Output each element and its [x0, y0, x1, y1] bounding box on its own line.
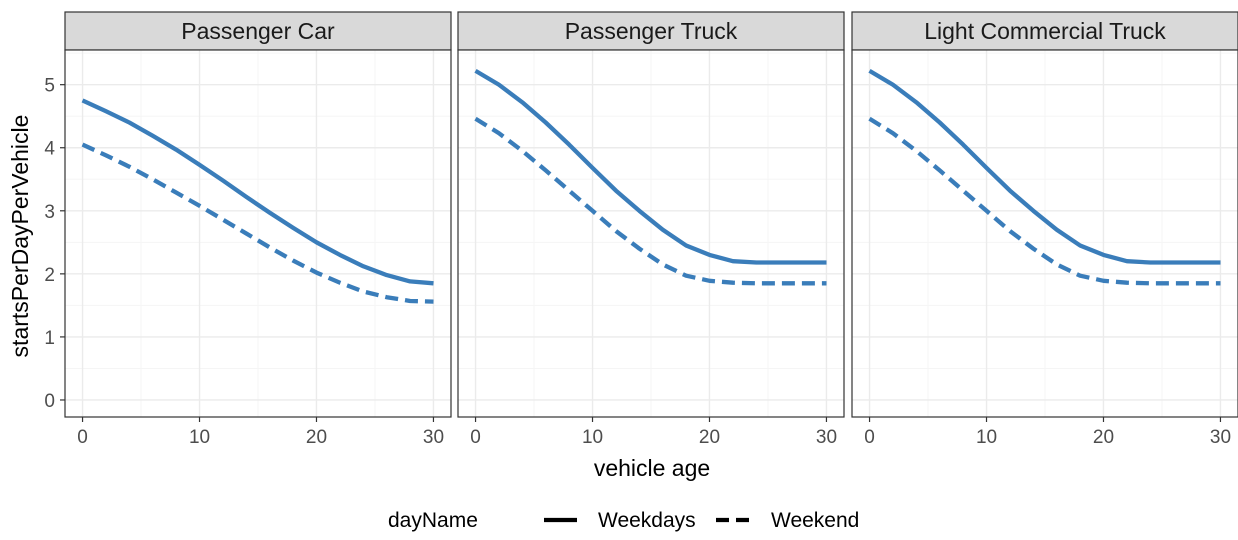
- x-tick-label: 30: [423, 427, 444, 448]
- legend: dayName Weekdays Weekend: [388, 509, 859, 532]
- y-axis-title: startsPerDayPerVehicle: [7, 115, 33, 358]
- facet-panels: Passenger Car 0 10 20 30 0 1 2 3 4 5 Passenger Truc…: [44, 11, 1238, 448]
- facet-panel: Light Commercial Truck 0 10 20 30: [851, 11, 1238, 448]
- facet-strip-label: Light Commercial Truck: [924, 18, 1166, 44]
- x-tick-label: 0: [470, 427, 481, 448]
- x-tick-label: 30: [1210, 427, 1231, 448]
- x-tick-label: 0: [77, 427, 88, 448]
- series-line-weekdays: [868, 68, 1221, 265]
- x-tick-label: 0: [864, 427, 875, 448]
- panel-border: [64, 49, 452, 418]
- series-line-weekend: [474, 116, 827, 286]
- x-tick-label: 20: [306, 427, 327, 448]
- y-tick-label: 1: [44, 328, 55, 349]
- x-axis-title: vehicle age: [594, 455, 710, 481]
- series-line-weekdays: [81, 98, 434, 286]
- y-tick-label: 3: [44, 202, 55, 223]
- y-tick-label: 0: [44, 391, 55, 412]
- y-tick-label: 2: [44, 265, 55, 286]
- y-tick-label: 4: [44, 139, 55, 160]
- series-line-weekend: [868, 116, 1221, 286]
- legend-label: Weekdays: [598, 509, 696, 532]
- x-tick-label: 20: [1093, 427, 1114, 448]
- x-tick-label: 20: [699, 427, 720, 448]
- legend-label: Weekend: [771, 509, 859, 532]
- legend-title: dayName: [388, 509, 478, 532]
- facet-panel: Passenger Truck 0 10 20 30: [457, 11, 845, 448]
- facet-strip: [457, 11, 845, 51]
- facet-strip: [851, 11, 1238, 51]
- facet-panel: Passenger Car 0 10 20 30 0 1 2 3 4 5: [44, 11, 452, 448]
- panel-border: [851, 49, 1238, 418]
- facet-strip: [64, 11, 452, 51]
- series-line-weekdays: [474, 68, 827, 265]
- x-tick-label: 10: [189, 427, 210, 448]
- series-line-weekend: [81, 142, 434, 304]
- panel-border: [457, 49, 845, 418]
- facet-strip-label: Passenger Truck: [565, 18, 738, 44]
- y-tick-label: 5: [44, 76, 55, 97]
- legend-entries: Weekdays Weekend: [544, 509, 859, 532]
- x-tick-label: 30: [816, 427, 837, 448]
- x-tick-label: 10: [582, 427, 603, 448]
- facet-strip-label: Passenger Car: [181, 18, 335, 44]
- x-tick-label: 10: [976, 427, 997, 448]
